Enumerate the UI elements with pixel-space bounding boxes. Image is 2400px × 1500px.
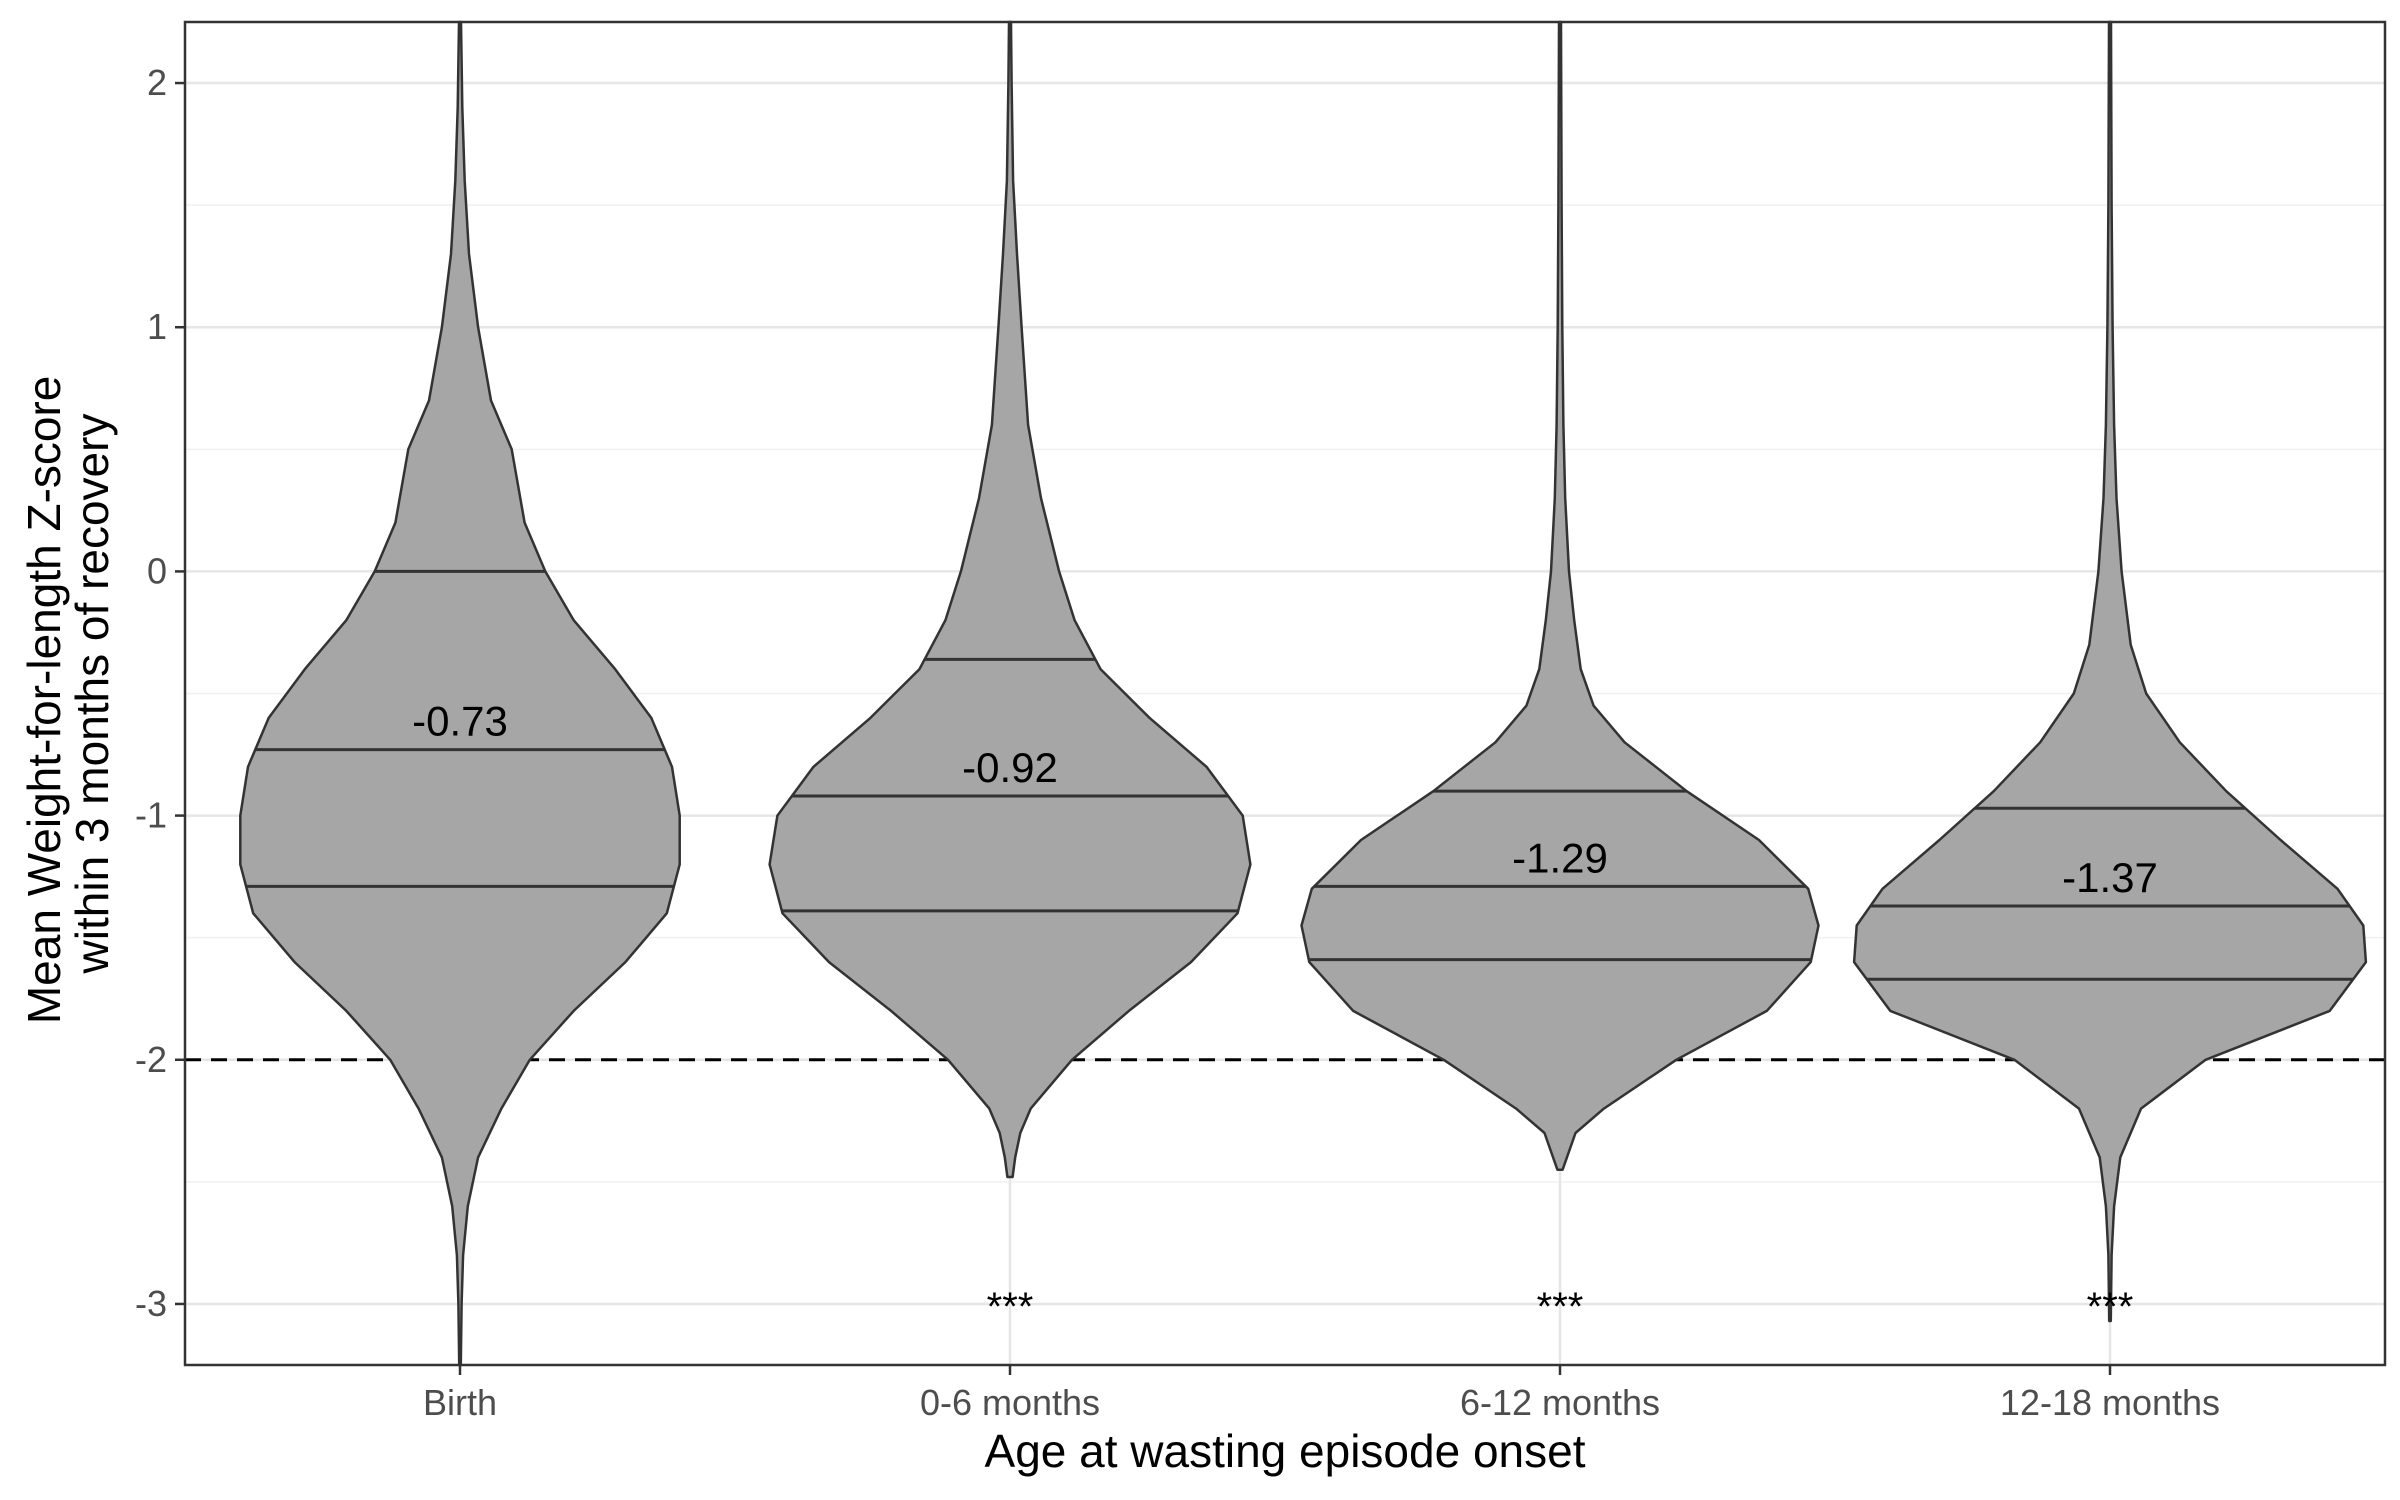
y-tick-label: 0 (147, 550, 167, 591)
violin-12-18-months (1852, 20, 2368, 1323)
y-tick-label: -1 (135, 795, 167, 836)
violin-0-6-months (768, 20, 1252, 1179)
median-label: -1.37 (2062, 854, 2158, 901)
violin-birth (239, 20, 681, 1367)
y-tick-label: 1 (147, 306, 167, 347)
y-axis-title: Mean Weight-for-length Z-score within 3 … (18, 363, 118, 1024)
significance-label: *** (1537, 1285, 1584, 1329)
median-label: -0.73 (412, 698, 508, 745)
median-label: -0.92 (962, 744, 1058, 791)
x-tick-label: 12-18 months (2000, 1382, 2220, 1423)
axis-layer: -3 -2 -1 0 1 2 Birth 0-6 months 6-12 months 12-18… (135, 62, 2220, 1423)
y-tick-label: -2 (135, 1039, 167, 1080)
label-layer: -0.73 -0.92 *** -1.29 *** -1.37 *** (412, 698, 2158, 1329)
x-axis-title: Age at wasting episode onset (985, 1425, 1586, 1477)
significance-label: *** (987, 1285, 1034, 1329)
panel-border (183, 20, 2387, 1367)
violin-layer (239, 20, 2368, 1367)
x-tick-label: Birth (423, 1382, 497, 1423)
y-tick-label: -3 (135, 1283, 167, 1324)
y-axis-title-line-1: Mean Weight-for-length Z-score (18, 376, 70, 1025)
significance-label: *** (2087, 1285, 2134, 1329)
x-tick-label: 6-12 months (1460, 1382, 1660, 1423)
x-tick-label: 0-6 months (920, 1382, 1100, 1423)
y-tick-label: 2 (147, 62, 167, 103)
violin-6-12-months (1300, 20, 1820, 1171)
median-label: -1.29 (1512, 834, 1608, 881)
y-axis-title-line-2: within 3 months of recovery (66, 414, 118, 975)
